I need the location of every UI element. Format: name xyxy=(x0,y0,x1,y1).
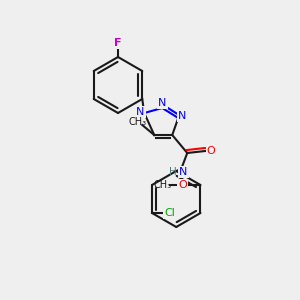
Text: N: N xyxy=(179,167,188,177)
Text: CH₃: CH₃ xyxy=(128,117,146,127)
Text: N: N xyxy=(136,107,144,117)
Text: N: N xyxy=(178,111,186,121)
Text: O: O xyxy=(207,146,216,156)
Text: H: H xyxy=(169,167,177,177)
Text: CH₃: CH₃ xyxy=(153,180,172,190)
Text: O: O xyxy=(178,180,187,190)
Text: N: N xyxy=(158,98,166,108)
Text: Cl: Cl xyxy=(165,208,176,218)
Text: F: F xyxy=(114,38,122,48)
